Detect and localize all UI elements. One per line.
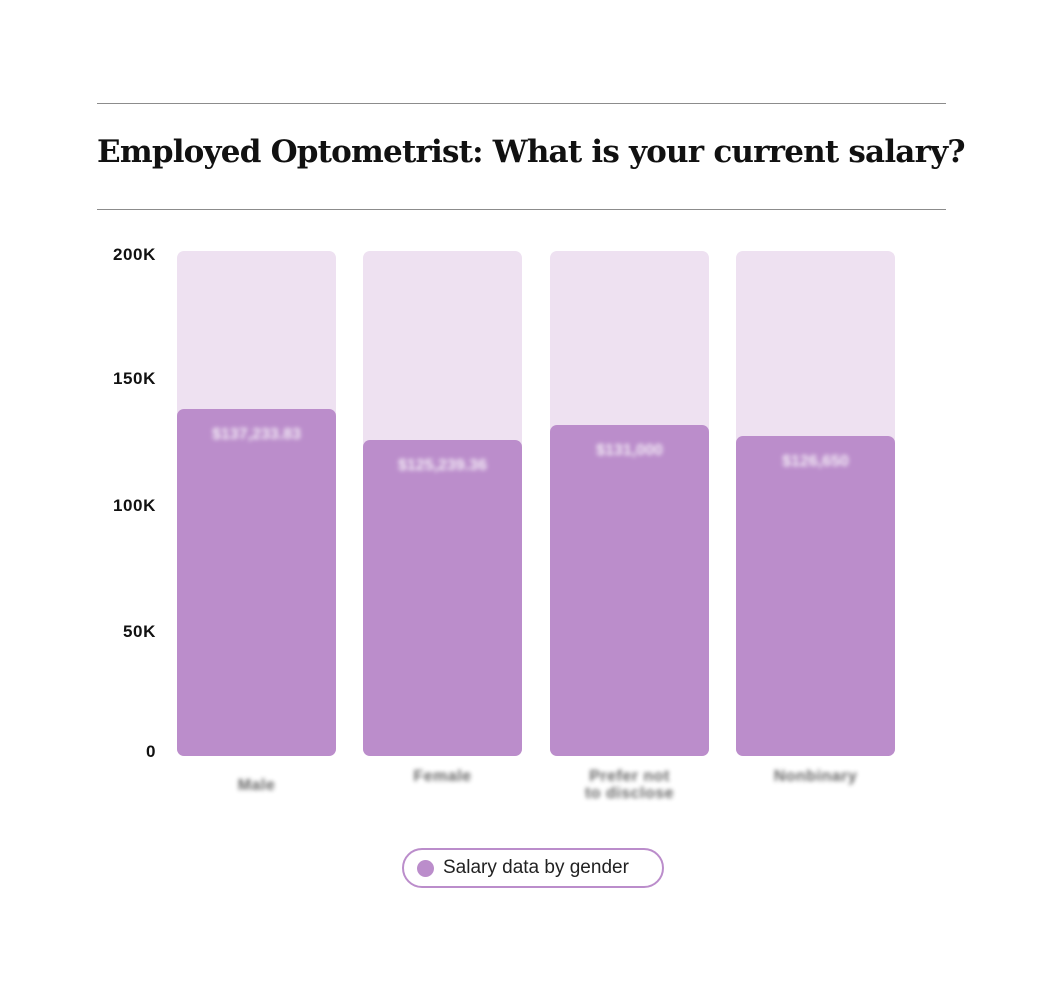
- data-label: $126,650: [782, 453, 849, 471]
- y-tick-label: 200K: [112, 245, 156, 264]
- bar: [736, 436, 895, 756]
- y-tick-label: 0: [145, 742, 156, 761]
- legend-label: Salary data by gender: [443, 857, 629, 878]
- top-divider: [97, 103, 946, 104]
- bar: [363, 439, 522, 756]
- x-tick-label: Female: [413, 768, 472, 785]
- data-label: $131,000: [596, 442, 663, 460]
- y-tick-label: 100K: [112, 495, 156, 515]
- y-tick-label: 150K: [112, 369, 156, 389]
- x-tick-label: Nonbinary: [773, 768, 858, 785]
- legend-swatch: [417, 859, 434, 877]
- bar: [550, 425, 709, 756]
- x-tick-label: Prefer not to disclose: [584, 768, 675, 802]
- x-tick-label: Male: [237, 777, 276, 794]
- y-tick-label: 50K: [123, 621, 156, 641]
- data-label: $125,239.36: [398, 456, 487, 474]
- data-label: $137,233.83: [212, 426, 301, 444]
- chart-title: Employed Optometrist: What is your curre…: [97, 134, 966, 170]
- title-divider: [97, 209, 946, 210]
- legend: Salary data by gender: [402, 848, 664, 888]
- bar: [177, 409, 336, 756]
